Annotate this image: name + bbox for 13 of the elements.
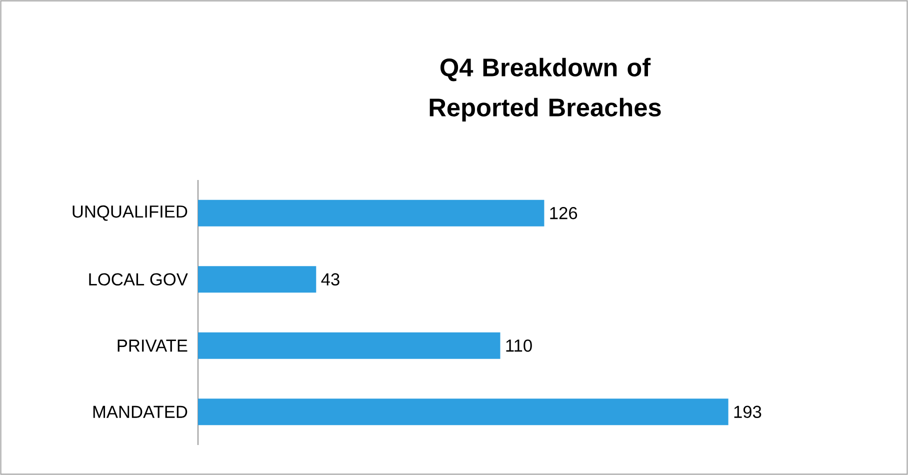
y-tick-label: UNQUALIFIED <box>72 205 188 221</box>
y-tick-label: PRIVATE <box>118 340 188 352</box>
bar <box>198 332 500 359</box>
data-label: 126 <box>550 206 578 220</box>
chart-title: Q4 Breakdown of Reported Breaches <box>430 58 661 122</box>
data-label: 110 <box>506 339 532 352</box>
y-tick-label: MANDATED <box>93 406 188 418</box>
bar <box>198 398 728 426</box>
bar <box>198 200 544 226</box>
bar <box>198 266 316 293</box>
y-tick-label: LOCAL GOV <box>89 273 188 286</box>
data-label: 43 <box>321 273 340 286</box>
data-label: 193 <box>734 406 762 418</box>
